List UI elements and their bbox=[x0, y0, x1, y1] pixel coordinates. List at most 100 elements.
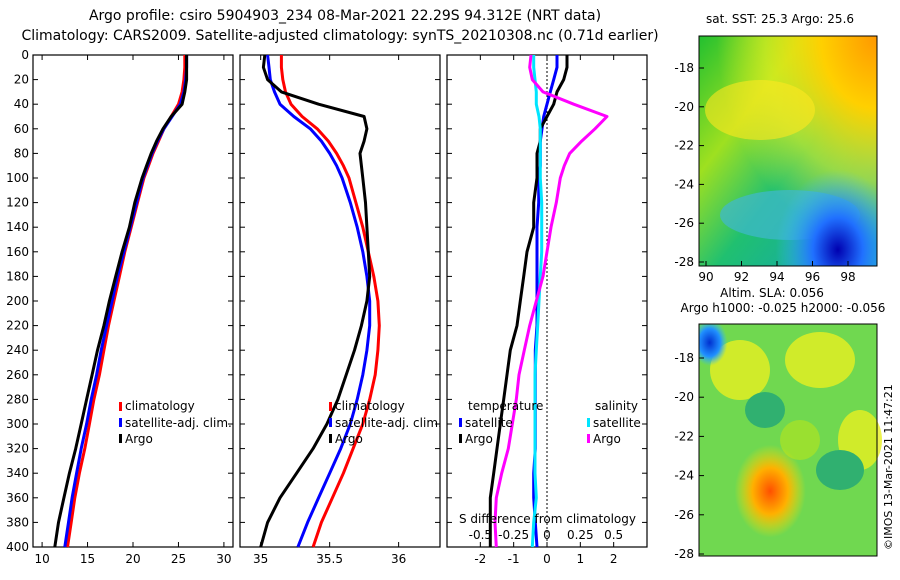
depth-tick-label: 340 bbox=[6, 466, 29, 480]
x-tick-label: 0 bbox=[543, 552, 551, 566]
legend-sal-argo: Argo bbox=[593, 432, 621, 446]
series-line-temperature-argo bbox=[488, 55, 569, 547]
lat-tick-label: -20 bbox=[674, 100, 694, 114]
depth-tick-label: 300 bbox=[6, 417, 29, 431]
x-tick-label: 2 bbox=[610, 552, 618, 566]
header-line2: Climatology: CARS2009. Satellite-adjuste… bbox=[21, 28, 658, 44]
lat-tick-label: -18 bbox=[674, 351, 694, 365]
legend-swatch-argo bbox=[119, 434, 122, 443]
legend-climatology: climatology bbox=[125, 399, 195, 413]
sst-map-title: sat. SST: 25.3 Argo: 25.6 bbox=[706, 12, 854, 26]
temperature-plot-frame bbox=[32, 54, 234, 548]
depth-tick-label: 400 bbox=[6, 540, 29, 554]
lat-tick-label: -22 bbox=[674, 429, 694, 443]
legend-swatch-climatology bbox=[329, 402, 332, 411]
legend-argo: Argo bbox=[125, 432, 153, 446]
lat-tick-label: -28 bbox=[674, 547, 694, 561]
depth-tick-label: 20 bbox=[14, 73, 29, 87]
temperature-panel: 10 15 20 25 30 bbox=[32, 54, 234, 566]
sst-map-frame bbox=[698, 35, 878, 267]
depth-tick-label: 60 bbox=[14, 122, 29, 136]
x-tick-label: 35 bbox=[253, 552, 268, 566]
lon-tick-label: 94 bbox=[769, 270, 784, 284]
x-tick-label: 35.5 bbox=[316, 552, 343, 566]
legend-salinity-title: salinity bbox=[595, 399, 638, 413]
legend-temperature-title: temperature bbox=[468, 399, 543, 413]
lon-tick-label: 98 bbox=[840, 270, 855, 284]
depth-tick-label: 140 bbox=[6, 220, 29, 234]
temperature-legend: climatology satellite-adj. clim. Argo bbox=[119, 399, 232, 446]
depth-tick-label: 360 bbox=[6, 491, 29, 505]
series-line-climatology bbox=[279, 55, 381, 548]
depth-tick-label: 120 bbox=[6, 196, 29, 210]
depth-tick-label: 100 bbox=[6, 171, 29, 185]
x-tick-label: 1 bbox=[577, 552, 585, 566]
lat-tick-label: -20 bbox=[674, 390, 694, 404]
salinity-legend: climatology satellite-adj. clim. Argo bbox=[329, 399, 442, 446]
salinity-plot-frame bbox=[239, 54, 441, 548]
header-line1: Argo profile: csiro 5904903_234 08-Mar-2… bbox=[89, 8, 601, 24]
imos-timestamp: ©IMOS 13-Mar-2021 11:47:21 bbox=[882, 384, 895, 550]
depth-tick-label: 180 bbox=[6, 269, 29, 283]
lon-tick-label: 96 bbox=[805, 270, 820, 284]
depth-tick-label: 320 bbox=[6, 442, 29, 456]
lat-tick-label: -24 bbox=[674, 469, 694, 483]
x-tick-label: 15 bbox=[80, 552, 95, 566]
x-tick-label: -1 bbox=[508, 552, 520, 566]
sst-map: -18 -20 -22 -24 -26 -28 90 92 94 96 98 bbox=[674, 35, 878, 284]
sla-low-patch bbox=[699, 324, 877, 556]
legend-sal-satellite: satellite bbox=[593, 416, 641, 430]
lat-tick-label: -24 bbox=[674, 177, 694, 191]
s-tick-label: 0 bbox=[543, 528, 551, 542]
x-tick-label: 20 bbox=[125, 552, 140, 566]
legend-swatch-sal-satellite bbox=[587, 418, 590, 427]
legend-swatch-satellite bbox=[329, 418, 332, 427]
sla-map-title2: Argo h1000: -0.025 h2000: -0.056 bbox=[681, 301, 886, 315]
legend-swatch-satellite bbox=[119, 418, 122, 427]
depth-tick-label: 380 bbox=[6, 515, 29, 529]
sla-map-frame bbox=[698, 323, 878, 557]
s-difference-axis: -0.5 -0.25 0 0.25 0.5 bbox=[469, 528, 624, 542]
legend-temp-satellite: satellite bbox=[465, 416, 513, 430]
lon-tick-label: 92 bbox=[734, 270, 749, 284]
depth-axis: 0 20 40 60 80 100 120 140 160 180 200 220 240 260 280 3… bbox=[6, 48, 29, 554]
legend-satellite: satellite-adj. clim. bbox=[125, 416, 232, 430]
depth-tick-label: 260 bbox=[6, 368, 29, 382]
x-tick-label: 10 bbox=[34, 552, 49, 566]
legend-swatch-temp-argo bbox=[459, 434, 462, 443]
series-line-satellite-adj-clim- bbox=[266, 54, 372, 548]
depth-tick-label: 200 bbox=[6, 294, 29, 308]
sst-lat-axis: -18 -20 -22 -24 -26 -28 bbox=[674, 61, 704, 269]
lat-tick-label: -28 bbox=[674, 255, 694, 269]
series-line-argo bbox=[259, 54, 372, 548]
legend-argo: Argo bbox=[335, 432, 363, 446]
depth-tick-label: 40 bbox=[14, 97, 29, 111]
lon-tick-label: 90 bbox=[698, 270, 713, 284]
lat-tick-label: -26 bbox=[674, 216, 694, 230]
sla-lat-axis: -18 -20 -22 -24 -26 -28 bbox=[674, 351, 704, 561]
x-tick-label: 36 bbox=[391, 552, 406, 566]
legend-satellite: satellite-adj. clim. bbox=[335, 416, 442, 430]
s-tick-label: -0.5 bbox=[469, 528, 492, 542]
difference-panel: -2 -1 0 1 2 bbox=[446, 54, 648, 566]
series-line-salinity-argo bbox=[493, 54, 609, 548]
sla-map: -18 -20 -22 -24 -26 -28 bbox=[674, 323, 882, 561]
depth-tick-label: 280 bbox=[6, 392, 29, 406]
legend-swatch-temp-satellite bbox=[459, 418, 462, 427]
depth-tick-label: 80 bbox=[14, 146, 29, 160]
s-tick-label: 0.25 bbox=[567, 528, 594, 542]
legend-climatology: climatology bbox=[335, 399, 405, 413]
depth-tick-label: 240 bbox=[6, 343, 29, 357]
difference-legend: temperature satellite Argo salinity sate… bbox=[459, 399, 641, 542]
depth-tick-label: 160 bbox=[6, 245, 29, 259]
legend-swatch-sal-argo bbox=[587, 434, 590, 443]
x-tick-label: 30 bbox=[216, 552, 231, 566]
legend-temp-argo: Argo bbox=[465, 432, 493, 446]
legend-swatch-climatology bbox=[119, 402, 122, 411]
s-tick-label: -0.25 bbox=[498, 528, 529, 542]
lat-tick-label: -18 bbox=[674, 61, 694, 75]
x-tick-label: 25 bbox=[171, 552, 186, 566]
depth-tick-label: 0 bbox=[21, 48, 29, 62]
sst-cold-patch bbox=[699, 36, 877, 266]
